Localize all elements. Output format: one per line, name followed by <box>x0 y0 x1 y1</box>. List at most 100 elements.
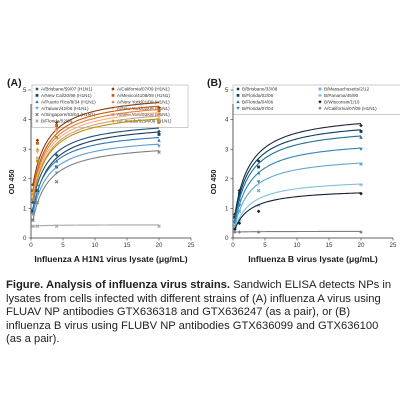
legend-marker <box>111 87 115 91</box>
legend-label: B/Panama/45/90 <box>324 93 359 98</box>
series-line <box>32 112 160 197</box>
series-line <box>32 150 160 221</box>
series-line <box>234 135 362 221</box>
data-point <box>237 230 242 234</box>
y-tick-label: 2 <box>225 176 229 183</box>
series <box>233 191 363 231</box>
data-point <box>256 180 261 184</box>
y-tick-label: 5 <box>23 87 27 94</box>
y-axis-label: OD 450 <box>209 170 218 195</box>
legend-marker <box>236 87 240 91</box>
series <box>31 105 161 193</box>
data-point <box>237 188 242 193</box>
data-point <box>157 121 161 124</box>
series-line <box>234 147 362 224</box>
x-tick-label: 5 <box>263 242 267 249</box>
data-point <box>35 150 40 154</box>
series <box>31 143 161 217</box>
legend-label: A/California/07/09 (H1N1) <box>324 106 377 111</box>
data-point <box>157 150 161 154</box>
series-line <box>234 183 362 230</box>
y-tick-label: 5 <box>225 87 229 94</box>
legend: B/Brisbane/33/08B/Florida/02/06B/Florida… <box>232 84 400 115</box>
series-line <box>32 108 160 194</box>
legend-label: A/Brisbane/59/07 (H1N1) <box>41 87 93 92</box>
data-point <box>237 204 242 208</box>
data-point <box>31 200 35 205</box>
y-axis-label: OD 450 <box>7 170 16 195</box>
legend-marker <box>35 106 39 110</box>
series <box>31 108 161 196</box>
legend-label: A/Mexico/4108/09 (H1N1) <box>117 93 170 98</box>
data-point <box>359 191 363 196</box>
x-tick-label: 5 <box>61 242 65 249</box>
series-line <box>234 192 362 230</box>
series <box>31 115 161 202</box>
figure-caption: Figure. Analysis of influenza virus stra… <box>6 279 396 347</box>
data-point <box>31 198 35 201</box>
series-line <box>32 115 160 200</box>
y-tick-label: 4 <box>225 117 229 124</box>
y-tick-label: 3 <box>225 146 229 153</box>
panel-label: (A) <box>7 77 22 89</box>
data-point <box>359 162 363 166</box>
data-point <box>35 138 40 143</box>
data-point <box>256 209 261 214</box>
data-point <box>237 221 242 225</box>
legend-marker <box>236 106 240 110</box>
legend-marker <box>35 94 39 97</box>
data-point <box>31 209 35 213</box>
series <box>233 162 363 228</box>
series-line <box>234 129 362 218</box>
series-line <box>32 118 160 200</box>
x-tick-label: 10 <box>92 242 99 249</box>
data-point <box>233 215 237 219</box>
series-line <box>32 143 160 215</box>
legend-marker <box>35 112 39 117</box>
data-point <box>54 130 59 134</box>
data-point <box>54 179 59 184</box>
data-point <box>35 200 40 205</box>
data-point <box>257 165 261 169</box>
legend-marker <box>236 100 240 104</box>
legend-marker <box>35 119 39 123</box>
series <box>31 137 161 210</box>
x-tick-label: 15 <box>326 242 333 249</box>
y-tick-label: 2 <box>23 176 27 183</box>
series <box>31 118 161 201</box>
x-tick-label: 10 <box>294 242 301 249</box>
legend-box <box>31 84 189 128</box>
data-point <box>157 132 161 136</box>
legend-marker <box>318 106 322 110</box>
data-point <box>359 183 363 187</box>
data-point <box>233 227 237 231</box>
data-point <box>55 135 59 139</box>
legend-marker <box>236 94 240 97</box>
data-point <box>54 126 59 130</box>
x-axis-label: Influenza B virus lysate (μg/mL) <box>248 254 378 264</box>
data-point <box>157 129 161 134</box>
series <box>31 150 161 223</box>
x-tick-label: 25 <box>390 242 397 249</box>
series-line <box>32 131 160 212</box>
legend-label: B/Brisbane/33/08 <box>242 87 278 92</box>
data-point <box>359 230 363 234</box>
data-point <box>237 192 241 196</box>
legend-label: A/Taiwan/42/06 (H1N1) <box>41 106 89 111</box>
data-point <box>237 209 242 214</box>
x-axis-label: Influenza A H1N1 virus lysate (μg/mL) <box>34 254 187 264</box>
series-line <box>32 127 160 203</box>
legend-marker <box>318 93 322 97</box>
data-point <box>54 159 59 163</box>
data-point <box>157 138 161 142</box>
y-tick-label: 4 <box>23 117 27 124</box>
legend-marker <box>111 94 115 97</box>
data-point <box>35 224 40 228</box>
series-line <box>234 230 361 233</box>
legend-label: A/New Cal/20/99 (H1N1) <box>41 93 92 98</box>
data-point <box>256 230 261 234</box>
legend-label: A/New York/03/09 (H1N1) <box>117 112 170 117</box>
legend-marker <box>35 87 39 91</box>
data-point <box>35 192 40 196</box>
x-tick-label: 0 <box>29 242 33 249</box>
